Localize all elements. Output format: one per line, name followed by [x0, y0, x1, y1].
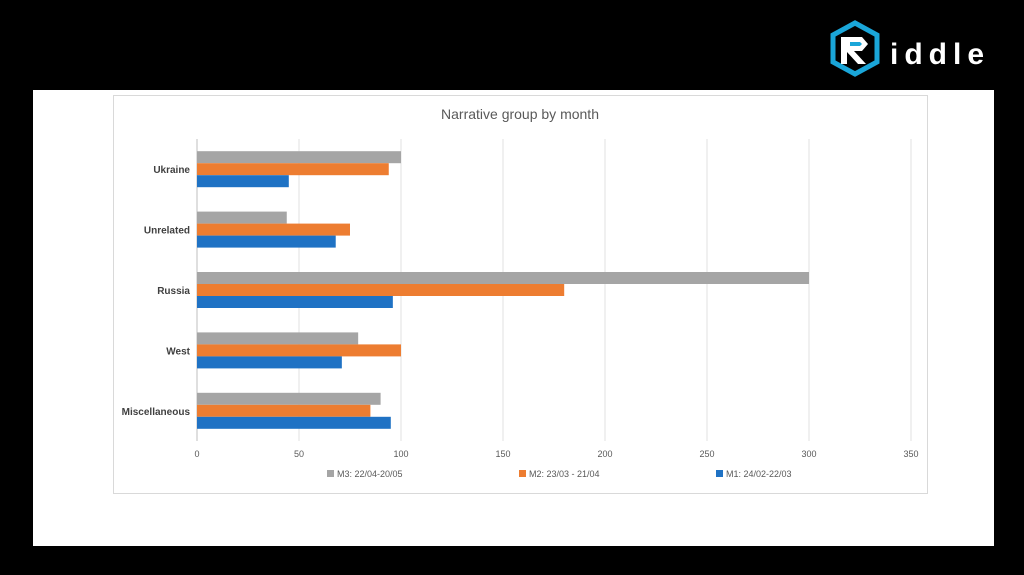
category-labels: Ukraine Unrelated Russia West Miscellaneous	[122, 165, 191, 418]
x-tick-label: 50	[294, 449, 304, 459]
x-tick-label: 200	[597, 449, 612, 459]
brand-name: iddle	[890, 38, 990, 71]
category-label: Miscellaneous	[122, 407, 191, 418]
category-label: Russia	[157, 286, 190, 297]
chart-area: Narrative group by month Ukraine Unrelate…	[113, 95, 928, 494]
category-label: West	[166, 346, 190, 357]
bar-miscellaneous-2	[197, 404, 371, 417]
bar-unrelated-1	[197, 211, 287, 224]
bar-ukraine-1	[197, 151, 401, 164]
legend-label: M2: 23/03 - 21/04	[529, 469, 600, 479]
bar-russia-3	[197, 296, 393, 308]
bar-west-2	[197, 344, 401, 357]
legend-item: M3: 22/04-20/05	[327, 469, 403, 479]
bar-west-3	[197, 356, 342, 369]
x-axis-ticks: 0 50 100 150 200 250 300 350	[194, 449, 918, 459]
legend-item: M1: 24/02-22/03	[716, 469, 792, 479]
bar-unrelated-3	[197, 235, 336, 248]
x-tick-label: 100	[393, 449, 408, 459]
bar-miscellaneous-3	[197, 416, 391, 429]
legend-swatch	[716, 470, 723, 477]
legend-label: M3: 22/04-20/05	[337, 469, 403, 479]
category-label: Unrelated	[144, 226, 190, 237]
legend-swatch	[519, 470, 526, 477]
legend-label: M1: 24/02-22/03	[726, 469, 792, 479]
x-tick-label: 350	[903, 449, 918, 459]
category-label: Ukraine	[153, 165, 190, 176]
x-tick-label: 150	[495, 449, 510, 459]
bar-west-1	[197, 332, 359, 345]
legend-item: M2: 23/03 - 21/04	[519, 469, 600, 479]
brand-logo: iddle	[830, 20, 1010, 80]
x-tick-label: 250	[699, 449, 714, 459]
bar-russia-2	[197, 284, 565, 296]
bar-ukraine-2	[197, 163, 389, 176]
x-tick-label: 300	[801, 449, 816, 459]
chart-title: Narrative group by month	[441, 106, 599, 122]
chart-legend: M3: 22/04-20/05 M2: 23/03 - 21/04 M1: 24/0…	[327, 469, 792, 479]
legend-swatch	[327, 470, 334, 477]
bar-miscellaneous-1	[197, 392, 381, 405]
chart-bars	[197, 151, 809, 429]
x-tick-label: 0	[194, 449, 199, 459]
bar-ukraine-3	[197, 175, 289, 188]
slide-canvas: Narrative group by month Ukraine Unrelate…	[33, 90, 994, 546]
bar-russia-1	[197, 272, 809, 284]
riddle-logo-icon	[830, 20, 880, 77]
bar-chart: Narrative group by month Ukraine Unrelate…	[122, 106, 919, 479]
bar-unrelated-2	[197, 223, 350, 236]
